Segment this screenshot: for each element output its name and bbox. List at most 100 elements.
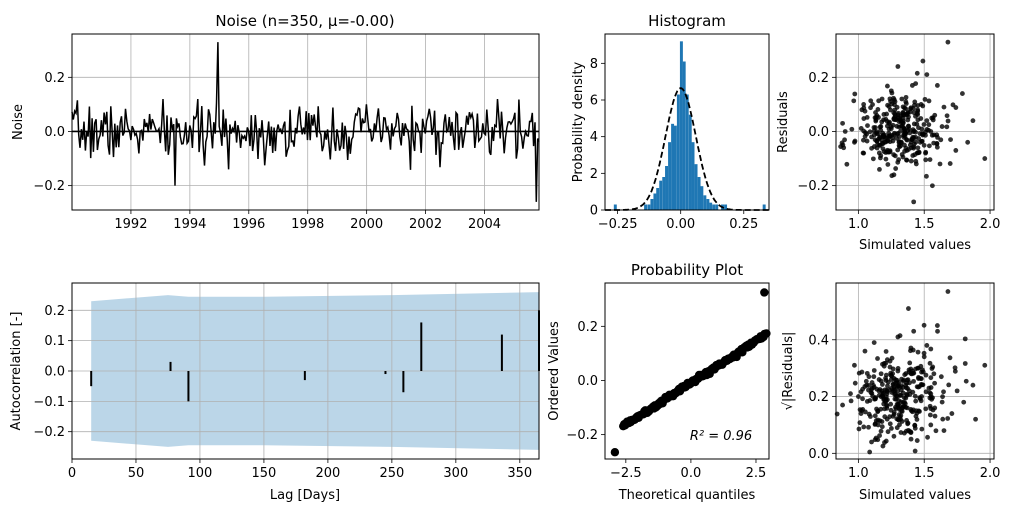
sqrt-residual-point	[866, 424, 871, 430]
residual-point	[893, 166, 899, 171]
res-ytick-label: 0.0	[808, 125, 829, 140]
residual-point	[891, 152, 897, 158]
residual-point	[876, 136, 882, 142]
sqrt-residual-point	[928, 406, 934, 411]
sqrt-residual-point	[928, 375, 934, 381]
sqrt-residual-point	[878, 371, 884, 377]
residual-point	[892, 115, 898, 121]
residual-point	[879, 141, 885, 146]
sqrt-residual-point	[898, 393, 904, 398]
residual-point	[888, 126, 894, 132]
sqrt-residual-point	[869, 380, 875, 385]
residual-point	[872, 125, 878, 130]
noise-ytick-label: 0.0	[44, 125, 65, 140]
hist-bar	[703, 195, 707, 210]
noise-title: Noise (n=350, μ=-0.00)	[215, 12, 394, 30]
residual-point	[920, 132, 926, 138]
noise-ytick-label: 0.2	[44, 71, 65, 86]
acf-xtick-label: 50	[128, 466, 145, 481]
sqrt-residual-point	[880, 393, 886, 399]
hist-bar	[662, 177, 666, 210]
residual-point	[948, 137, 953, 143]
sqrt-residual-point	[891, 433, 897, 439]
hist-xtick-label: 0.25	[729, 217, 758, 232]
residual-point	[947, 161, 953, 166]
sqrt-residual-point	[869, 439, 874, 445]
sqrt-residual-point	[920, 382, 926, 388]
residual-point	[867, 129, 873, 135]
sqrt-residual-point	[867, 398, 873, 403]
pp-xtick-label: 2.5	[746, 466, 767, 481]
sqrt-residual-point	[927, 360, 933, 366]
residual-point	[885, 102, 890, 108]
noise-xtick-label: 1992	[114, 217, 147, 232]
sqrt-residual-point	[834, 411, 840, 417]
residual-point	[926, 143, 932, 149]
residual-point	[944, 124, 950, 130]
residual-point	[941, 104, 947, 110]
residual-point	[860, 150, 866, 156]
sres-xtick-label: 1.5	[914, 466, 935, 481]
residual-point	[913, 81, 919, 87]
residual-point	[894, 104, 900, 110]
sqrt-residual-point	[912, 448, 918, 454]
sqrt-residual-point	[973, 416, 978, 422]
sqrt-residual-point	[856, 426, 862, 432]
autocorrelation-panel: 0 50 100 150 200 250 300 350 −0.2 −0.1 0.0 0.1 0.2 L…	[9, 282, 540, 503]
residual-point	[924, 72, 930, 78]
residual-point	[881, 112, 887, 117]
residual-point	[965, 139, 971, 145]
hist-bar	[697, 177, 701, 210]
sqrt-residual-point	[867, 449, 873, 455]
sqrt-residual-point	[970, 382, 976, 388]
sqrt-residual-point	[927, 412, 933, 418]
residual-point	[927, 157, 933, 163]
sres-ytick-label: 0.4	[808, 333, 829, 348]
residual-point	[935, 134, 940, 140]
hist-ytick-label: 8	[590, 57, 598, 72]
sqrt-residual-point	[884, 405, 890, 411]
residual-point	[883, 156, 889, 162]
noise-panel: 1992 1994 1996 1998 2000 2002 2004 −0.2 0.0 0.2 N…	[11, 12, 540, 232]
residual-point	[934, 141, 940, 147]
noise-xtick-label: 1996	[232, 217, 265, 232]
sqrt-residual-point	[883, 349, 889, 354]
sqrt-residual-point	[848, 391, 853, 397]
sqrt-residual-point	[913, 413, 919, 419]
residual-point	[909, 136, 915, 142]
residual-point	[915, 117, 921, 123]
residual-point	[924, 118, 930, 124]
sqrt-residual-point	[927, 390, 933, 395]
residual-point	[864, 138, 870, 144]
residual-point	[885, 83, 890, 89]
residual-point	[873, 114, 879, 120]
sqrt-residual-point	[921, 322, 927, 328]
sqrt-residual-point	[882, 387, 888, 393]
sqrt-residual-point	[871, 368, 877, 373]
residual-point	[889, 173, 895, 179]
hist-ytick-label: 2	[590, 167, 598, 182]
sqrt-residual-point	[912, 422, 918, 428]
hist-bar	[673, 125, 677, 210]
acf-xlabel: Lag [Days]	[270, 488, 340, 503]
hist-bar	[688, 114, 692, 210]
sqrt-residual-point	[947, 355, 953, 361]
sqrt-residual-point	[885, 383, 890, 389]
hist-bar	[706, 199, 710, 210]
hist-bar	[665, 166, 669, 210]
sqrt-residual-point	[940, 394, 945, 400]
sres-ytick-label: 0.2	[808, 390, 829, 405]
sqrt-residual-point	[855, 394, 861, 399]
sqrt-residual-point	[945, 289, 951, 294]
sqrt-residual-point	[906, 306, 911, 311]
sqrt-residual-point	[866, 382, 872, 388]
residual-point	[945, 118, 951, 124]
sqrt-residual-point	[938, 374, 944, 380]
sqrt-residual-point	[897, 333, 903, 339]
sqrt-residual-point	[926, 385, 932, 391]
residual-point	[915, 112, 920, 118]
residual-point	[915, 145, 921, 151]
sqrt-residual-point	[905, 386, 911, 391]
sqrt-residual-point	[894, 425, 900, 431]
residual-point	[903, 145, 909, 151]
